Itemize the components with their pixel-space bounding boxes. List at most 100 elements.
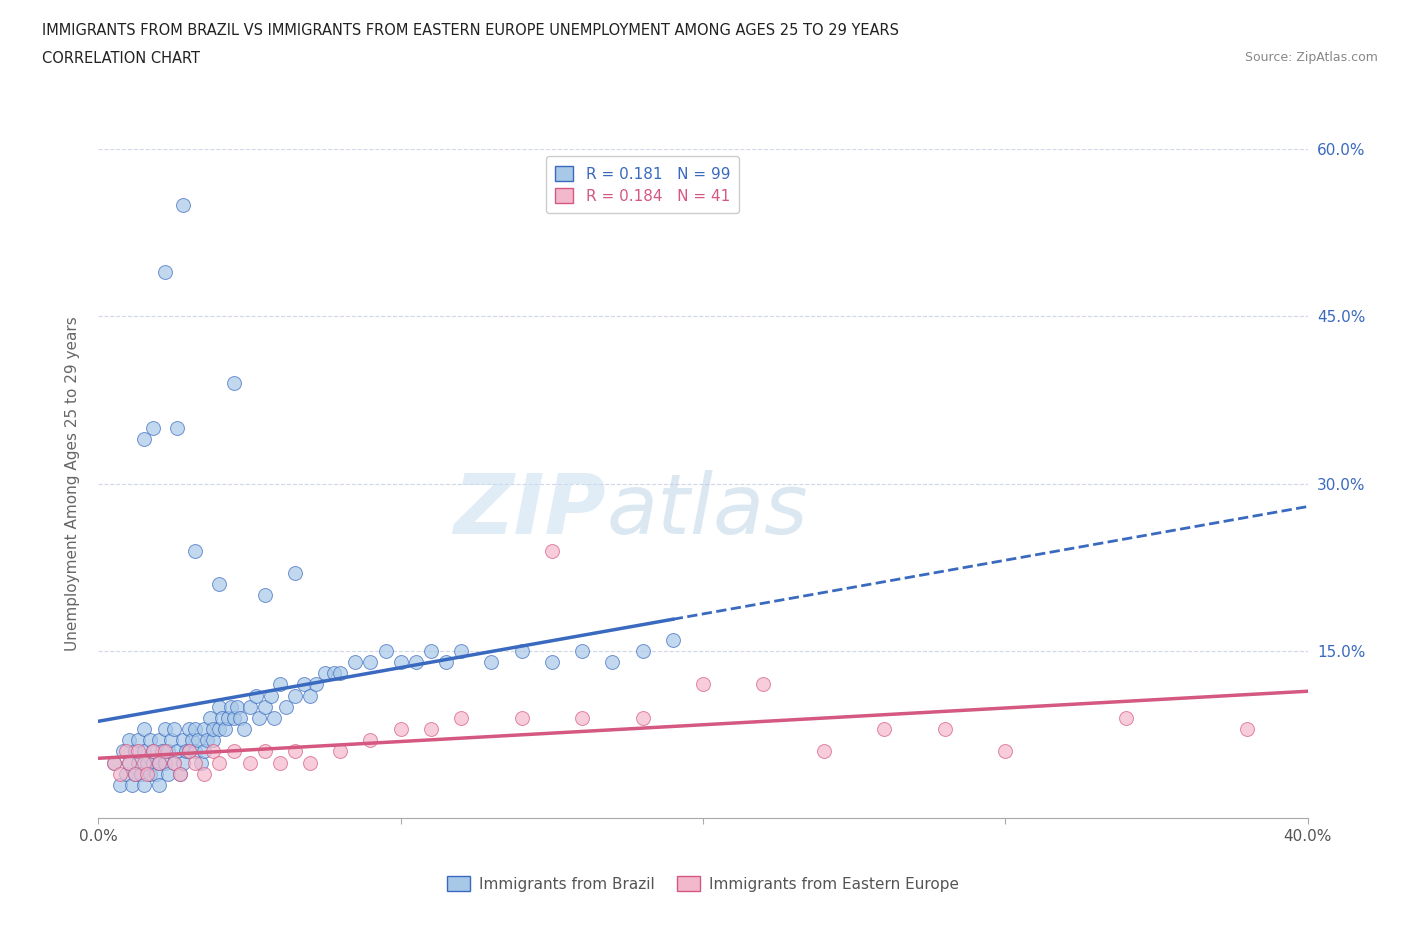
Point — [239, 699, 262, 714]
Point — [247, 711, 270, 725]
Point — [142, 744, 165, 759]
Y-axis label: Unemployment Among Ages 25 to 29 years: Unemployment Among Ages 25 to 29 years — [65, 316, 80, 651]
Point — [305, 677, 328, 692]
Point — [184, 543, 207, 558]
Point — [214, 722, 236, 737]
Point — [752, 677, 775, 692]
Point — [132, 777, 155, 792]
Point — [1236, 722, 1258, 737]
Point — [169, 766, 191, 781]
Point — [263, 711, 285, 725]
Point — [510, 644, 533, 658]
Point — [153, 744, 176, 759]
Point — [190, 755, 212, 770]
Point — [111, 744, 134, 759]
Point — [153, 755, 176, 770]
Point — [253, 699, 276, 714]
Point — [329, 666, 352, 681]
Point — [602, 655, 624, 670]
Point — [1115, 711, 1137, 725]
Point — [208, 755, 231, 770]
Point — [323, 666, 346, 681]
Point — [232, 722, 254, 737]
Point — [148, 755, 170, 770]
Point — [631, 711, 654, 725]
Point — [124, 766, 146, 781]
Point — [132, 755, 155, 770]
Point — [195, 733, 218, 748]
Point — [179, 744, 201, 759]
Point — [389, 722, 412, 737]
Point — [631, 644, 654, 658]
Point — [253, 588, 276, 603]
Point — [284, 744, 307, 759]
Point — [299, 755, 322, 770]
Point — [108, 766, 131, 781]
Point — [118, 733, 141, 748]
Point — [208, 699, 231, 714]
Point — [873, 722, 896, 737]
Point — [292, 677, 315, 692]
Text: CORRELATION CHART: CORRELATION CHART — [42, 51, 200, 66]
Point — [420, 722, 443, 737]
Point — [221, 699, 243, 714]
Point — [156, 766, 179, 781]
Point — [224, 711, 246, 725]
Point — [121, 777, 143, 792]
Point — [360, 733, 382, 748]
Point — [142, 744, 165, 759]
Point — [284, 688, 307, 703]
Point — [172, 733, 194, 748]
Point — [135, 766, 157, 781]
Point — [145, 766, 167, 781]
Point — [284, 565, 307, 580]
Point — [360, 655, 382, 670]
Point — [179, 722, 201, 737]
Point — [450, 711, 472, 725]
Point — [139, 733, 162, 748]
Point — [389, 655, 412, 670]
Point — [114, 766, 136, 781]
Legend: Immigrants from Brazil, Immigrants from Eastern Europe: Immigrants from Brazil, Immigrants from … — [440, 870, 966, 897]
Point — [450, 644, 472, 658]
Point — [269, 755, 291, 770]
Point — [813, 744, 835, 759]
Point — [374, 644, 396, 658]
Point — [245, 688, 267, 703]
Point — [226, 699, 249, 714]
Point — [229, 711, 252, 725]
Point — [160, 733, 183, 748]
Point — [114, 744, 136, 759]
Point — [571, 644, 593, 658]
Point — [344, 655, 367, 670]
Point — [181, 733, 204, 748]
Point — [127, 755, 149, 770]
Point — [200, 711, 222, 725]
Point — [481, 655, 503, 670]
Point — [135, 755, 157, 770]
Point — [239, 755, 262, 770]
Text: ZIP: ZIP — [454, 470, 606, 551]
Point — [172, 197, 194, 212]
Text: atlas: atlas — [606, 470, 808, 551]
Point — [420, 644, 443, 658]
Point — [269, 677, 291, 692]
Point — [434, 655, 457, 670]
Point — [103, 755, 125, 770]
Point — [150, 744, 173, 759]
Point — [142, 420, 165, 435]
Point — [540, 655, 562, 670]
Point — [139, 766, 162, 781]
Point — [163, 755, 186, 770]
Point — [163, 755, 186, 770]
Point — [132, 744, 155, 759]
Point — [260, 688, 283, 703]
Point — [193, 744, 215, 759]
Point — [571, 711, 593, 725]
Point — [124, 766, 146, 781]
Point — [253, 744, 276, 759]
Text: Source: ZipAtlas.com: Source: ZipAtlas.com — [1244, 51, 1378, 64]
Point — [329, 744, 352, 759]
Point — [127, 733, 149, 748]
Point — [224, 376, 246, 391]
